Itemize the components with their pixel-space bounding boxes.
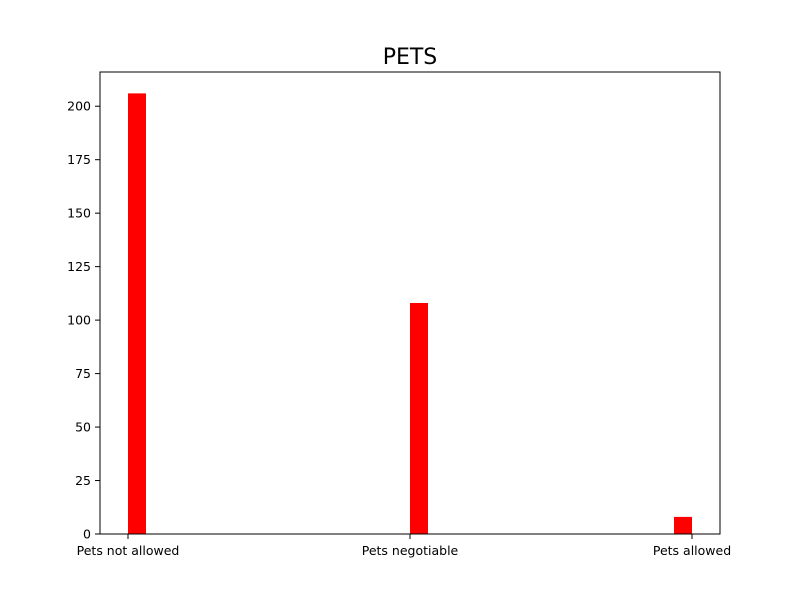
y-tick-label: 0 [83, 527, 91, 542]
y-tick-label: 150 [67, 206, 91, 221]
x-tick-label: Pets negotiable [362, 543, 459, 558]
y-tick-label: 100 [67, 313, 91, 328]
bar-pets-negotiable [410, 303, 428, 534]
y-tick-label: 175 [67, 152, 91, 167]
x-tick-label: Pets allowed [653, 543, 731, 558]
chart-title: PETS [383, 45, 438, 70]
y-tick-label: 25 [75, 473, 91, 488]
y-tick-label: 75 [75, 366, 91, 381]
x-axis: Pets not allowed Pets negotiable Pets allo… [77, 534, 731, 558]
bar-pets-allowed [674, 516, 692, 534]
x-tick-label: Pets not allowed [77, 543, 180, 558]
y-tick-label: 125 [67, 259, 91, 274]
y-tick-label: 200 [67, 99, 91, 114]
bar-pets-not-allowed [128, 93, 146, 534]
plot-frame [99, 71, 721, 535]
y-axis: 0 25 50 75 100 125 150 175 200 [67, 99, 100, 542]
y-tick-label: 50 [75, 420, 91, 435]
bars-layer [128, 93, 692, 534]
